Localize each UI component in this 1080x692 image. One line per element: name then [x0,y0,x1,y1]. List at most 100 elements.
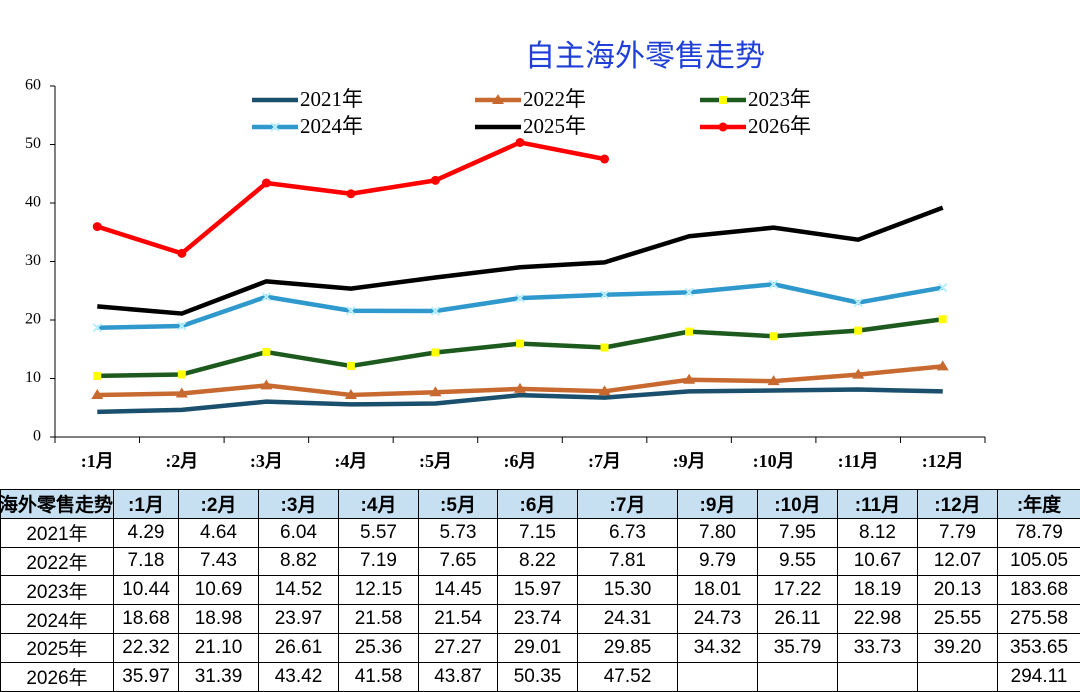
table-cell: 10.44 [114,576,179,605]
table-cell: 23.97 [259,605,339,634]
legend-item: 2024年 [252,114,363,138]
table-row: 自主海外零售走势:1月:2月:3月:4月:5月:6月:7月:9月:10月:11月… [1,490,1080,519]
table-cell: :9月 [678,490,758,519]
table-cell: 7.95 [758,518,838,547]
marker [177,249,186,258]
table-cell: 34.32 [678,633,758,662]
table-cell: 4.64 [179,518,259,547]
table-cell: 18.68 [114,605,179,634]
table-cell: 12.15 [339,576,419,605]
table-cell: :1月 [114,490,179,519]
table-cell: :4月 [339,490,419,519]
table-cell: 25.36 [339,633,419,662]
table-cell: 24.31 [578,605,678,634]
marker [600,155,609,164]
legend-label: 2022年 [523,87,586,111]
x-tick-label: :1月 [81,451,114,471]
table-cell: 29.01 [498,633,578,662]
legend-marker [719,96,727,104]
x-tick-label: :4月 [334,451,367,471]
table-cell: 5.73 [419,518,498,547]
table-cell: 33.73 [838,633,918,662]
chart-title: 自主海外零售走势 [525,40,765,73]
table-cell: 275.58 [998,605,1080,634]
table-cell: 7.81 [578,547,678,576]
table-header-cell: 自主海外零售走势 [1,490,114,519]
legend-item: 2026年 [700,114,811,138]
table-cell: 18.19 [838,576,918,605]
table-cell: :10月 [758,490,838,519]
table-cell: 78.79 [998,518,1080,547]
marker [347,362,355,370]
table-cell: 27.27 [419,633,498,662]
table-cell: 43.87 [419,662,498,691]
table-cell: 7.65 [419,547,498,576]
table-cell: 294.11 [998,662,1080,691]
table-cell: 14.52 [259,576,339,605]
table-cell: 6.73 [578,518,678,547]
table-cell: 50.35 [498,662,578,691]
x-tick-label: :3月 [250,451,283,471]
data-table: 自主海外零售走势:1月:2月:3月:4月:5月:6月:7月:9月:10月:11月… [0,489,1080,692]
table-cell: 8.12 [838,518,918,547]
marker [601,343,609,351]
marker [770,332,778,340]
x-tick-label: :5月 [419,451,452,471]
x-tick-label: :10月 [753,451,795,471]
table-cell: 31.39 [179,662,259,691]
table-cell: 43.42 [259,662,339,691]
table-cell: 26.11 [758,605,838,634]
legend-item: 2025年 [475,114,586,138]
table-cell: 105.05 [998,547,1080,576]
table-cell: 7.79 [918,518,998,547]
marker [516,340,524,348]
table-cell: 8.82 [259,547,339,576]
table-cell: 21.10 [179,633,259,662]
table-cell: 9.79 [678,547,758,576]
table-cell: 8.22 [498,547,578,576]
table-cell: 6.04 [259,518,339,547]
table-cell: 35.79 [758,633,838,662]
table-cell [678,662,758,691]
table-cell [918,662,998,691]
table-cell: 2024年 [1,605,114,634]
y-tick-label: 20 [25,311,41,328]
y-tick-label: 40 [25,194,41,211]
table-cell: 7.18 [114,547,179,576]
marker [93,372,101,380]
table-cell: :2月 [179,490,259,519]
table-cell: :12月 [918,490,998,519]
table-cell: 7.80 [678,518,758,547]
x-tick-label: :12月 [922,451,964,471]
table-cell: 26.61 [259,633,339,662]
table-cell: 21.58 [339,605,419,634]
marker [93,222,102,231]
series-line [97,284,942,327]
table-cell: 2021年 [1,518,114,547]
table-cell: 22.32 [114,633,179,662]
marker [939,315,947,323]
marker [685,328,693,336]
x-tick-label: :7月 [588,451,621,471]
table-cell: 21.54 [419,605,498,634]
marker [346,189,355,198]
chart: 自主海外零售走势 0102030405060:1月:2月:3月:4月:5月:6月… [0,0,1080,489]
legend-label: 2026年 [748,114,811,138]
marker [262,178,271,187]
x-tick-label: :11月 [838,451,879,471]
y-tick-label: 0 [33,428,41,445]
table-cell: :7月 [578,490,678,519]
table-cell: 5.57 [339,518,419,547]
table-cell: 183.68 [998,576,1080,605]
legend-label: 2024年 [300,114,363,138]
table-cell: 23.74 [498,605,578,634]
table-cell: 35.97 [114,662,179,691]
table-cell: 7.15 [498,518,578,547]
legend-label: 2023年 [748,87,811,111]
legend-item: 2021年 [252,87,363,111]
table-cell: 7.19 [339,547,419,576]
